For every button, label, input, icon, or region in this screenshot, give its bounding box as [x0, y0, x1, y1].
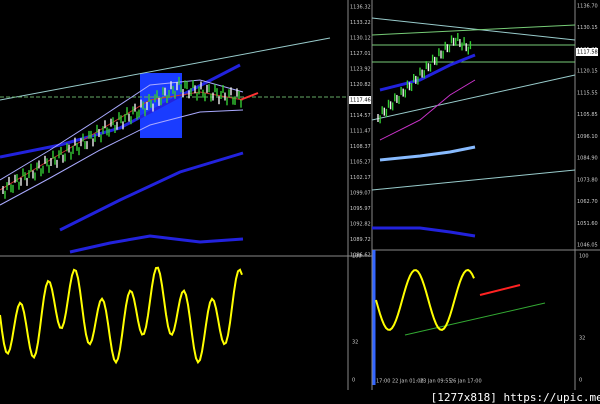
axis-label: 1130.12 [350, 36, 371, 42]
axis-label: 1111.47 [350, 129, 371, 135]
axis-label: 1123.92 [350, 67, 371, 73]
oscillator [375, 268, 475, 331]
axis-label: 1120.15 [577, 69, 598, 75]
axis-label: 1046.05 [577, 243, 598, 249]
current-price: 1117.46 [350, 98, 371, 104]
band [0, 109, 244, 206]
arrow [239, 92, 259, 101]
axis-label: 0 [579, 378, 582, 384]
moving-average [379, 145, 476, 162]
axis-label: 32 [352, 340, 358, 346]
price-box [576, 48, 598, 56]
axis-label: 1051.60 [577, 221, 598, 227]
axis-label: 0 [352, 378, 355, 384]
moving-average [372, 226, 476, 238]
axis-label: 100 [579, 254, 589, 260]
axis-label: 1092.82 [350, 222, 371, 228]
trend-line [371, 169, 576, 191]
band [379, 79, 476, 141]
trend-line [371, 17, 576, 41]
arrow [479, 284, 521, 296]
axis-label: 1136.32 [350, 5, 371, 11]
axis-label: 1136.70 [577, 4, 598, 10]
axis-label: 1105.27 [350, 160, 371, 166]
current-price: 1117.58 [577, 50, 598, 56]
price-box [349, 96, 371, 104]
watermark: [1277x818] https://upic.me/ [431, 391, 600, 404]
axis-label: 1099.07 [350, 191, 371, 197]
time-label: 23 Jan 09:55 [420, 379, 452, 385]
trend-line [371, 74, 576, 121]
moving-average [379, 53, 476, 92]
axis-label: 1086.62 [350, 253, 371, 259]
axis-label: 1089.72 [350, 237, 371, 243]
axis-label: 1108.37 [350, 144, 371, 150]
fib-line [371, 24, 576, 36]
moving-average [69, 234, 244, 254]
moving-average [59, 151, 244, 232]
time-label: 26 Jan 17:00 [450, 379, 482, 385]
axis-label: 1084.90 [577, 156, 598, 162]
band [0, 79, 244, 181]
time-label: 17:00 [376, 379, 390, 385]
oscillator [0, 266, 243, 365]
axis-label: 1062.70 [577, 199, 598, 205]
trend-line [404, 302, 546, 336]
axis-label: 1114.57 [350, 113, 371, 119]
axis-label: 1115.55 [577, 90, 598, 96]
axis-label: 1073.80 [577, 177, 598, 183]
axis-label: 1127.01 [350, 51, 371, 57]
axis-label: 1120.82 [350, 82, 371, 88]
axis-label: 1130.15 [577, 25, 598, 31]
axis-label: 1096.10 [577, 134, 598, 140]
axis-label: 100 [352, 254, 362, 260]
axis-label: 1095.97 [350, 206, 371, 212]
axis-label: 1105.85 [577, 112, 598, 118]
moving-average [0, 63, 241, 159]
trend-line [0, 37, 331, 101]
time-label: 22 Jan 01:00 [392, 379, 424, 385]
axis-label: 1102.17 [350, 175, 371, 181]
axis-label: 1133.22 [350, 20, 371, 26]
axis-label: 32 [579, 336, 585, 342]
